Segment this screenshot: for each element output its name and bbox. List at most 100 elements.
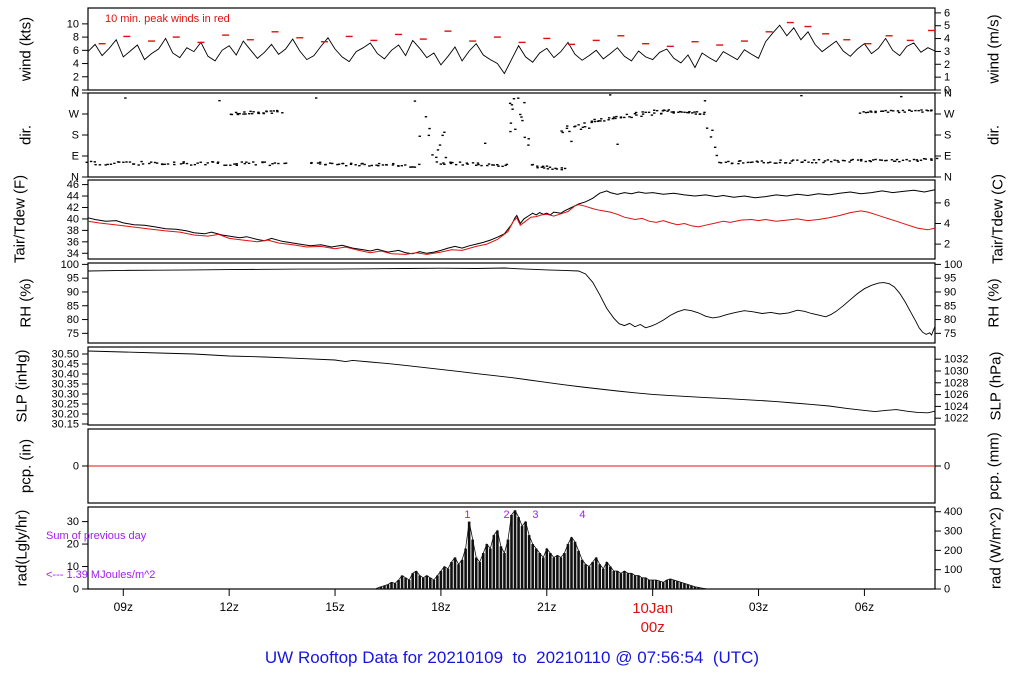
ylabel-slp-left: SLP (inHg) xyxy=(13,349,31,423)
wind-direction-dot xyxy=(756,161,759,163)
wind-direction-dot xyxy=(826,159,830,161)
wind-direction-dot xyxy=(536,165,539,167)
wind-ytick-label-right: 5 xyxy=(944,20,950,32)
wind-direction-dot xyxy=(410,166,413,168)
wind-direction-dot xyxy=(269,110,273,112)
dir-ytick-label-right: W xyxy=(944,109,955,121)
x-tick-label-hour: 00z xyxy=(641,619,665,636)
wind-direction-dot xyxy=(667,109,671,111)
wind-direction-dot xyxy=(273,162,277,164)
wind-direction-dot xyxy=(497,165,500,167)
wind-direction-dot xyxy=(755,160,759,162)
wind-direction-dot xyxy=(644,111,647,114)
wind-direction-dot xyxy=(204,164,207,166)
wind-direction-dot xyxy=(109,163,113,165)
slp-ytick-label-left: 30.50 xyxy=(51,349,79,361)
wind-direction-dot xyxy=(519,113,522,116)
wind-direction-dot xyxy=(848,161,851,163)
wind-direction-dot xyxy=(124,97,127,99)
wind-direction-dot xyxy=(903,111,906,113)
wind-direction-dot xyxy=(719,162,723,164)
rh-ytick-label-right: 75 xyxy=(944,328,956,340)
wind-direction-dot xyxy=(568,130,571,133)
wind-direction-dot xyxy=(277,162,280,165)
wind-direction-dot xyxy=(849,159,853,162)
wind-direction-dot xyxy=(895,158,899,161)
wind-direction-dot xyxy=(370,164,373,167)
rh-ytick-label-left: 100 xyxy=(61,259,79,271)
wind-direction-dot xyxy=(563,167,567,170)
wind-direction-dot xyxy=(548,166,552,168)
wind-direction-dot xyxy=(341,162,345,165)
wind-direction-dot xyxy=(443,163,446,166)
wind-direction-dot xyxy=(337,163,341,165)
wind-direction-dot xyxy=(663,109,666,112)
wind-direction-dot xyxy=(614,117,617,120)
wind-direction-dot xyxy=(920,109,923,111)
x-tick-label: 03z xyxy=(749,600,768,614)
wind-direction-dot xyxy=(886,111,890,113)
temp-ytick-label-left: 34 xyxy=(67,248,79,260)
wind-direction-dot xyxy=(496,163,499,166)
wind-direction-dot xyxy=(766,162,770,164)
wind-direction-dot xyxy=(579,128,583,130)
ylabel-rad-right: rad (W/m^2) xyxy=(987,506,1005,590)
temp-ytick-label-right: 6 xyxy=(944,197,950,209)
wind-direction-dot xyxy=(635,114,638,116)
wind-direction-dot xyxy=(438,144,442,146)
wind-direction-dot xyxy=(487,163,491,165)
wind-direction-dot xyxy=(501,165,504,168)
wind-direction-dot xyxy=(521,119,524,122)
rad-ytick-label-right: 0 xyxy=(944,584,950,596)
ylabel-dir-left: dir. xyxy=(17,124,35,146)
wind-direction-dot xyxy=(881,110,885,112)
wind-direction-dot xyxy=(784,162,787,164)
wind-ytick-label-left: 8 xyxy=(73,32,79,44)
wind-direction-dot xyxy=(922,158,926,160)
wind-direction-dot xyxy=(551,168,554,170)
wind-direction-dot xyxy=(925,109,928,111)
temp-panel-frame xyxy=(87,179,936,260)
wind-direction-dot xyxy=(132,163,136,165)
wind-direction-dot xyxy=(449,162,453,165)
wind-ytick-label-left: 4 xyxy=(73,58,79,70)
wind-direction-dot xyxy=(216,162,220,164)
wind-direction-dot xyxy=(377,162,381,165)
wind-direction-dot xyxy=(530,164,534,166)
wind-direction-dot xyxy=(812,159,816,161)
wind-direction-dot xyxy=(179,163,183,165)
wind-direction-dot xyxy=(871,159,875,161)
temp-ytick-label-left: 46 xyxy=(67,179,79,191)
rh-ytick-label-right: 90 xyxy=(944,286,956,298)
dir-ytick-label-left: N xyxy=(71,88,79,100)
wind-direction-dot xyxy=(625,113,629,116)
wind-direction-dot xyxy=(527,144,530,146)
wind-direction-dot xyxy=(615,115,618,118)
wind-direction-dot xyxy=(476,162,480,164)
wind-direction-dot xyxy=(418,163,421,166)
wind-direction-dot xyxy=(597,120,601,122)
wind-direction-dot xyxy=(218,99,221,102)
wind-direction-dot xyxy=(666,110,669,112)
wind-direction-dot xyxy=(244,113,247,115)
wind-direction-dot xyxy=(268,164,272,167)
slp-ytick-label-right: 1022 xyxy=(944,413,968,425)
wind-direction-dot xyxy=(381,164,385,166)
wind-direction-dot xyxy=(686,111,689,114)
wind-direction-dot xyxy=(647,111,651,114)
wind-direction-dot xyxy=(172,161,176,163)
wind-direction-dot xyxy=(480,164,483,167)
wind-direction-dot xyxy=(703,111,706,114)
wind-direction-dot xyxy=(523,136,526,139)
wind-direction-dot xyxy=(555,168,559,170)
wind-direction-dot xyxy=(880,159,884,161)
wind-direction-dot xyxy=(435,161,439,163)
wind-direction-dot xyxy=(182,161,185,163)
rad-sum-line1: Sum of previous day xyxy=(46,530,147,542)
wind-direction-dot xyxy=(691,112,694,114)
wind-direction-dot xyxy=(262,112,265,115)
wind-ytick-label-right: 0 xyxy=(944,85,950,97)
wind-direction-dot xyxy=(122,161,125,163)
wind-direction-dot xyxy=(236,113,239,115)
ylabel-pcp-right: pcp. (mm) xyxy=(985,432,1003,500)
